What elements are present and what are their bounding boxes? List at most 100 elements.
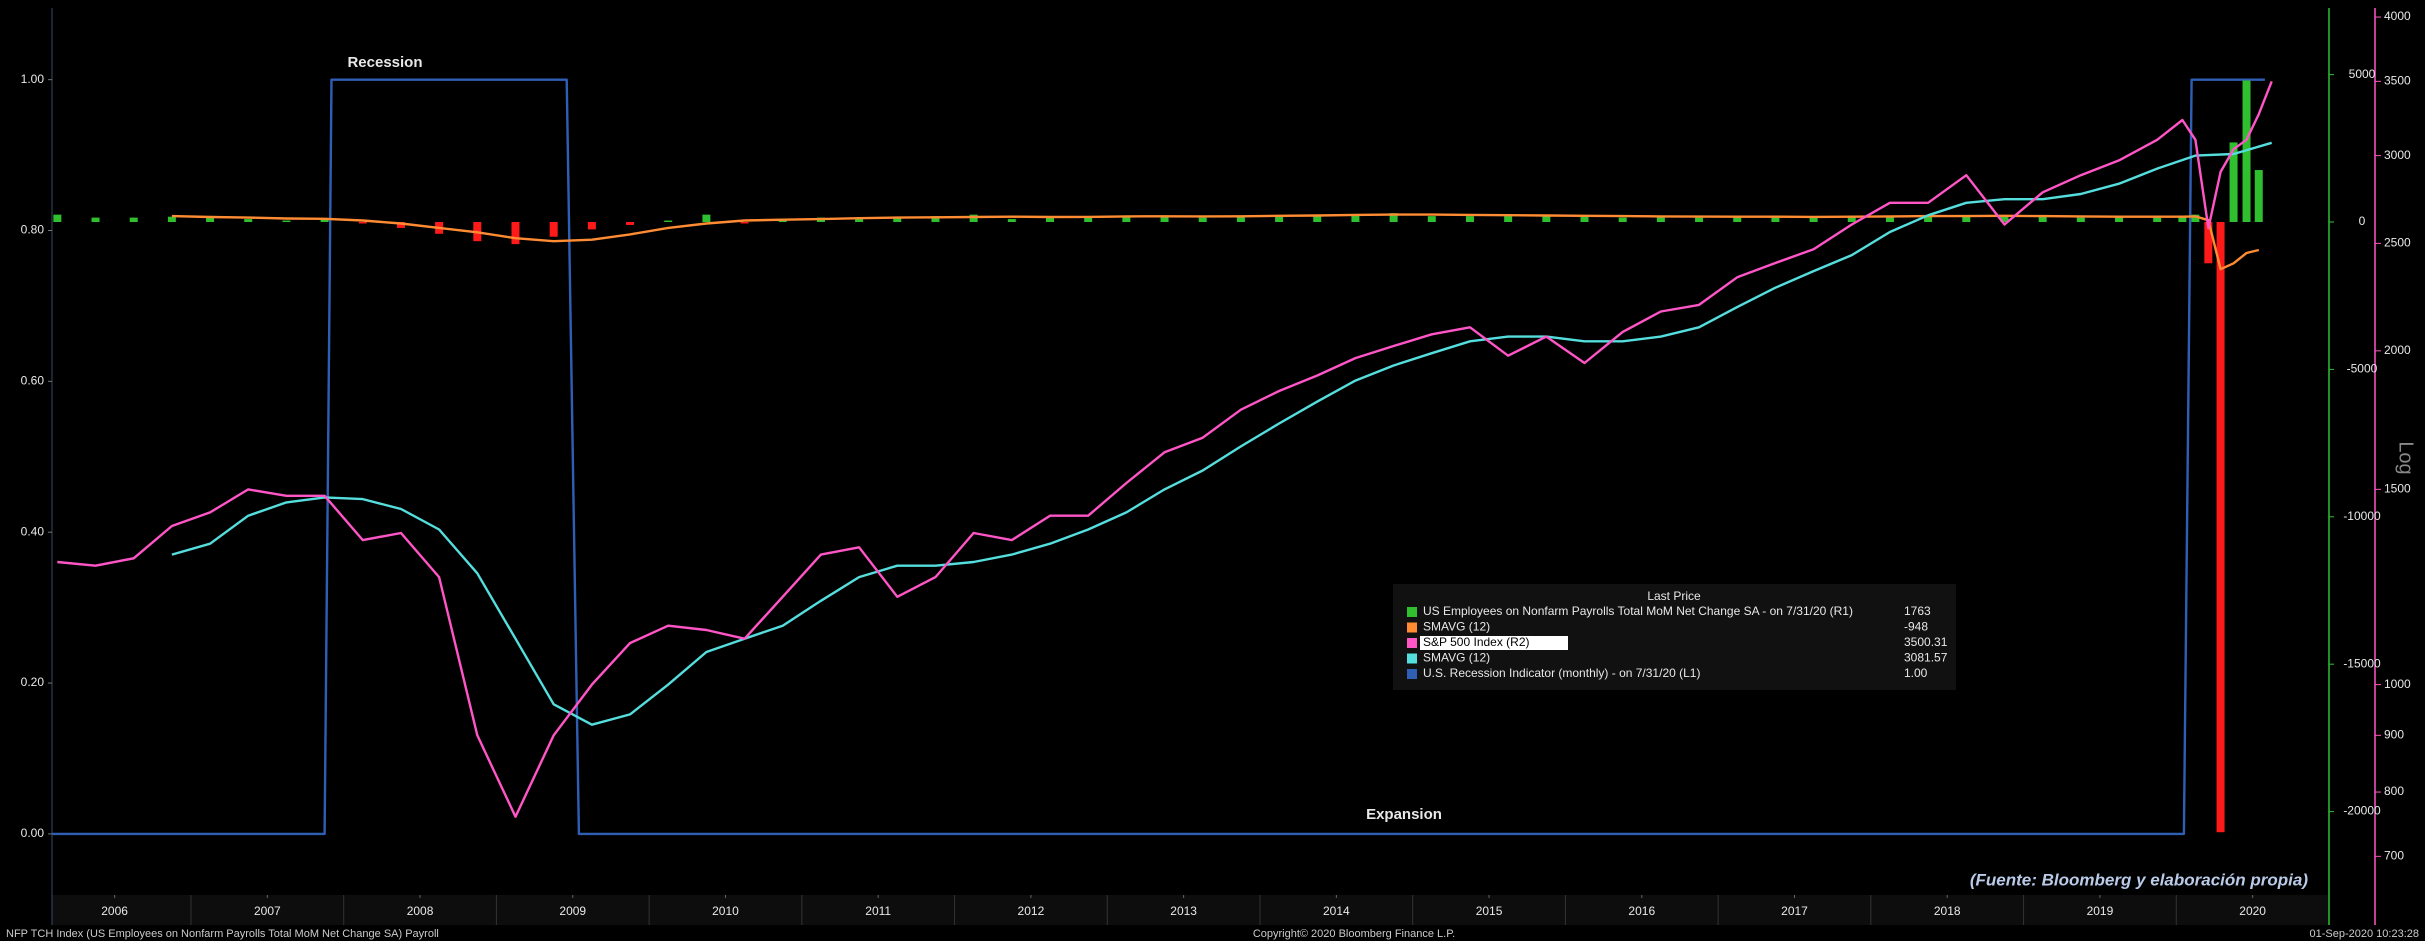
legend: Last Price US Employees on Nonfarm Payro…	[1393, 584, 1956, 690]
legend-swatch	[1407, 607, 1417, 617]
x-tick-label: 2019	[2087, 904, 2114, 918]
legend-value: -948	[1904, 620, 1928, 634]
bar	[1656, 216, 1665, 223]
y-tick-label: 0.40	[21, 524, 45, 538]
legend-swatch	[1407, 638, 1417, 648]
y-tick-label: 0.80	[21, 223, 45, 237]
bar	[1046, 217, 1055, 223]
legend-swatch	[1407, 622, 1417, 633]
y2-tick-label: 0	[2359, 214, 2366, 228]
y-tick-label: 0.60	[21, 374, 45, 388]
bar	[1351, 214, 1360, 223]
bar	[2229, 142, 2238, 223]
legend-label: S&P 500 Index (R2)	[1423, 635, 1530, 649]
bar	[1084, 216, 1093, 223]
bar	[2178, 215, 2187, 223]
y3-tick-label: 3500	[2384, 74, 2411, 88]
legend-value: 3081.57	[1904, 651, 1948, 665]
log-label: Log	[2395, 441, 2417, 474]
footer-left: NFP TCH Index (US Employees on Nonfarm P…	[6, 928, 439, 940]
bar	[2254, 170, 2263, 223]
y2-tick-label: -10000	[2343, 509, 2381, 523]
plot-area: 2006 2007 2008 2009 2010 2011 2012 2013 2014 2015…	[21, 9, 2411, 925]
x-tick-label: 2010	[712, 904, 739, 918]
bar	[320, 219, 329, 223]
bar	[53, 214, 62, 223]
bar	[1504, 216, 1513, 223]
y-tick-label: 0.00	[21, 826, 45, 840]
x-axis-strip	[52, 895, 2329, 925]
x-tick-label: 2012	[1018, 904, 1045, 918]
y3-tick-label: 3000	[2384, 148, 2411, 162]
bar	[1465, 216, 1474, 223]
bar	[2000, 216, 2009, 223]
y3-tick-label: 800	[2384, 784, 2404, 798]
legend-value: 3500.31	[1904, 635, 1948, 649]
bar	[358, 222, 367, 224]
bar	[2038, 216, 2047, 223]
legend-label: SMAVG (12)	[1423, 651, 1490, 665]
bar	[2153, 216, 2162, 223]
bar	[2076, 217, 2085, 223]
bar	[396, 222, 405, 228]
legend-label: SMAVG (12)	[1423, 620, 1490, 634]
bar	[893, 217, 902, 223]
annotation: Expansion	[1366, 806, 1442, 823]
legend-value: 1763	[1904, 604, 1931, 618]
bar	[1733, 216, 1742, 223]
y2-tick-label: -20000	[2343, 804, 2381, 818]
bar	[167, 216, 176, 223]
bar	[1275, 216, 1284, 223]
bar	[1962, 216, 1971, 223]
bar	[1007, 219, 1016, 223]
bar	[587, 222, 596, 230]
legend-swatch	[1407, 669, 1417, 679]
bar	[1847, 216, 1856, 223]
bar	[1580, 216, 1589, 223]
x-tick-label: 2011	[865, 904, 891, 918]
legend-title: Last Price	[1647, 589, 1701, 603]
y2-tick-label: -15000	[2343, 656, 2381, 670]
line-series	[52, 78, 2265, 836]
x-tick-label: 2009	[559, 904, 586, 918]
bar	[1389, 213, 1398, 223]
x-tick-label: 2020	[2239, 904, 2266, 918]
bar	[1313, 214, 1322, 223]
legend-label: US Employees on Nonfarm Payrolls Total M…	[1423, 604, 1853, 618]
bar	[1427, 216, 1436, 223]
bar	[931, 216, 940, 223]
x-tick-label: 2015	[1476, 904, 1503, 918]
y2-tick-label: -5000	[2347, 362, 2378, 376]
bar	[244, 219, 253, 223]
line-series	[57, 80, 2273, 818]
x-tick-label: 2016	[1628, 904, 1655, 918]
y3-tick-label: 2500	[2384, 236, 2411, 250]
bar	[1160, 216, 1169, 223]
y-tick-label: 0.20	[21, 675, 45, 689]
x-tick-label: 2006	[101, 904, 128, 918]
y3-tick-label: 1500	[2384, 482, 2411, 496]
legend-swatch	[1407, 653, 1417, 664]
y3-tick-label: 2000	[2384, 343, 2411, 357]
legend-label: U.S. Recession Indicator (monthly) - on …	[1423, 666, 1700, 680]
legend-highlight	[1420, 636, 1568, 650]
bar	[1618, 217, 1627, 223]
bar	[2191, 214, 2200, 223]
bar	[1695, 217, 1704, 223]
x-tick-label: 2017	[1781, 904, 1808, 918]
bar	[2115, 216, 2124, 223]
bar	[2204, 222, 2213, 264]
x-tick-label: 2008	[407, 904, 434, 918]
bar	[549, 222, 558, 237]
bar	[282, 220, 291, 223]
bar	[1198, 217, 1207, 223]
bar	[702, 214, 711, 223]
x-tick-label: 2018	[1934, 904, 1961, 918]
source-note: (Fuente: Bloomberg y elaboración propia)	[1970, 870, 2308, 889]
y2-tick-label: 5000	[2349, 67, 2376, 81]
bar	[129, 217, 138, 223]
line-series	[171, 141, 2273, 726]
bar	[1542, 214, 1551, 223]
